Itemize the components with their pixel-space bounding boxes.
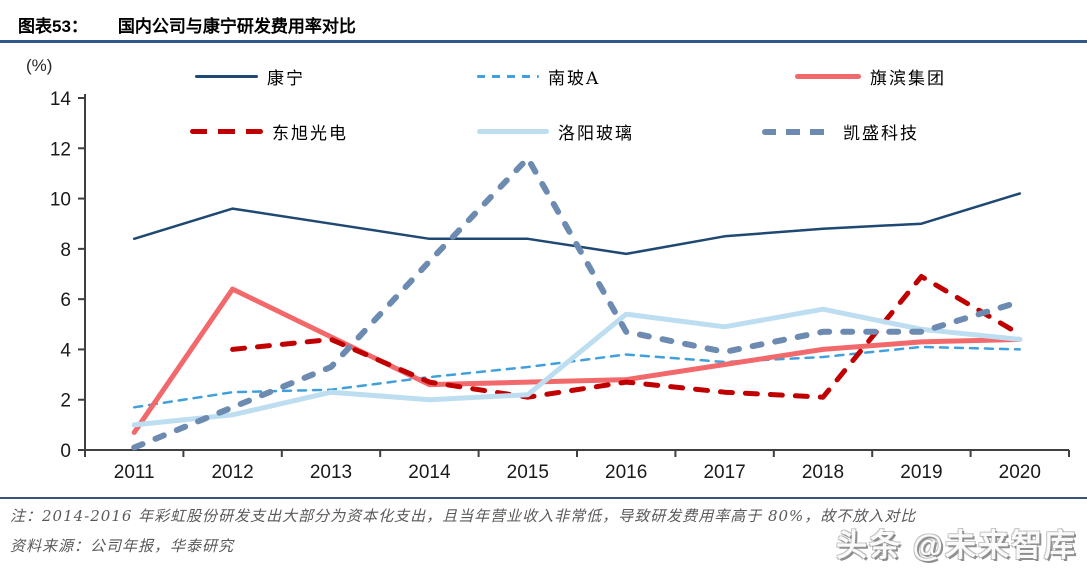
legend-label: 旗滨集团	[870, 69, 946, 89]
x-tick-label: 2019	[900, 462, 942, 483]
legend-item-kaisheng-tech: 凯盛科技	[762, 119, 919, 144]
luoyang-line-swatch-icon	[477, 129, 549, 134]
series-line-南玻A	[132, 345, 1022, 409]
chart-source: 资料来源：公司年报，华泰研究	[10, 537, 235, 555]
y-tick-label: 2	[60, 391, 71, 412]
legend-item-csg-a: 南玻A	[477, 64, 600, 89]
y-tick-label: 8	[60, 240, 71, 261]
legend-label: 洛阳玻璃	[558, 124, 634, 144]
csg-a-line-swatch-icon	[477, 75, 539, 78]
x-tick-label: 2020	[999, 462, 1041, 483]
y-tick-label: 10	[50, 190, 71, 211]
y-tick-label: 0	[60, 441, 71, 462]
notes-divider	[0, 497, 1087, 499]
figure-title: 国内公司与康宁研发费用率对比	[117, 17, 356, 36]
x-tick-label: 2013	[310, 462, 352, 483]
dongxu-line-swatch-icon	[190, 129, 263, 134]
page-title: 图表53： 国内公司与康宁研发费用率对比	[18, 12, 356, 37]
legend-label: 康宁	[267, 69, 305, 89]
series-line-康宁	[132, 192, 1022, 256]
x-tick-label: 2012	[211, 462, 253, 483]
toutiao-watermark: 头条 @未来智库	[836, 528, 1077, 563]
x-tick-label: 2011	[114, 462, 155, 483]
figure-number: 图表53：	[18, 17, 88, 36]
series-line-旗滨集团	[131, 286, 1023, 435]
x-tick-label: 2017	[703, 462, 745, 483]
legend-label: 南玻A	[548, 69, 601, 89]
title-underline-divider	[0, 40, 1087, 43]
x-tick-label: 2014	[408, 462, 451, 483]
legend-item-dongxu: 东旭光电	[190, 119, 348, 144]
y-tick-label: 6	[60, 290, 71, 311]
x-tick-label: 2016	[605, 462, 647, 483]
legend-item-luoyang-glass: 洛阳玻璃	[477, 119, 634, 144]
legend-item-qibin-group: 旗滨集团	[795, 64, 946, 89]
series-line-凯盛科技	[131, 155, 1023, 451]
series-line-洛阳玻璃	[131, 306, 1023, 428]
y-tick-label: 4	[60, 340, 71, 361]
qibin-line-swatch-icon	[795, 74, 861, 79]
chart-note: 注：2014-2016 年彩虹股份研发支出大部分为资本化支出，且当年营业收入非常…	[10, 507, 917, 525]
legend-label: 东旭光电	[272, 124, 348, 144]
legend-item-corning: 康宁	[195, 64, 305, 89]
series-line-东旭光电	[230, 274, 1023, 400]
kaisheng-line-swatch-icon	[762, 128, 834, 135]
x-tick-label: 2018	[802, 462, 844, 483]
y-axis-unit-label: (%)	[26, 56, 53, 75]
corning-line-swatch-icon	[195, 75, 258, 78]
x-tick-label: 2015	[507, 462, 549, 483]
chart-legend: 康宁 南玻A 旗滨集团 东旭光电 洛阳玻璃 凯盛科技	[0, 0, 1087, 160]
legend-label: 凯盛科技	[843, 124, 919, 144]
